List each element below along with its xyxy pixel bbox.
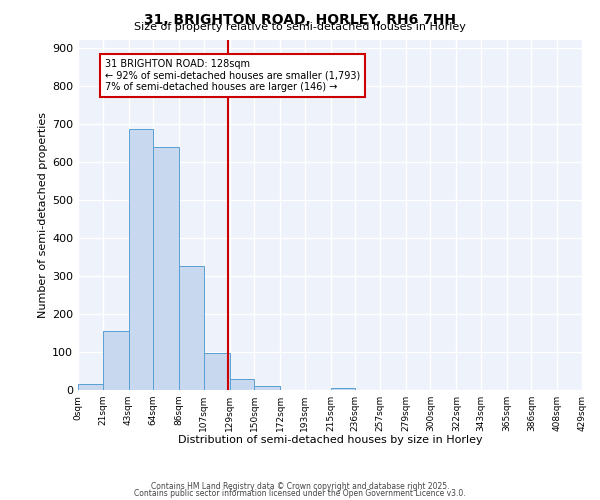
Bar <box>103 331 128 390</box>
Text: 31, BRIGHTON ROAD, HORLEY, RH6 7HH: 31, BRIGHTON ROAD, HORLEY, RH6 7HH <box>144 12 456 26</box>
Bar <box>230 378 254 390</box>
Bar <box>254 386 280 390</box>
Y-axis label: Number of semi-detached properties: Number of semi-detached properties <box>38 112 48 318</box>
Bar <box>331 388 355 390</box>
X-axis label: Distribution of semi-detached houses by size in Horley: Distribution of semi-detached houses by … <box>178 436 482 446</box>
Text: Size of property relative to semi-detached houses in Horley: Size of property relative to semi-detach… <box>134 22 466 32</box>
Text: Contains public sector information licensed under the Open Government Licence v3: Contains public sector information licen… <box>134 489 466 498</box>
Text: 31 BRIGHTON ROAD: 128sqm
← 92% of semi-detached houses are smaller (1,793)
7% of: 31 BRIGHTON ROAD: 128sqm ← 92% of semi-d… <box>105 59 360 92</box>
Bar <box>153 146 179 390</box>
Text: Contains HM Land Registry data © Crown copyright and database right 2025.: Contains HM Land Registry data © Crown c… <box>151 482 449 491</box>
Bar <box>204 353 230 390</box>
Bar <box>128 130 153 390</box>
Bar <box>78 384 103 390</box>
Bar <box>179 266 204 390</box>
